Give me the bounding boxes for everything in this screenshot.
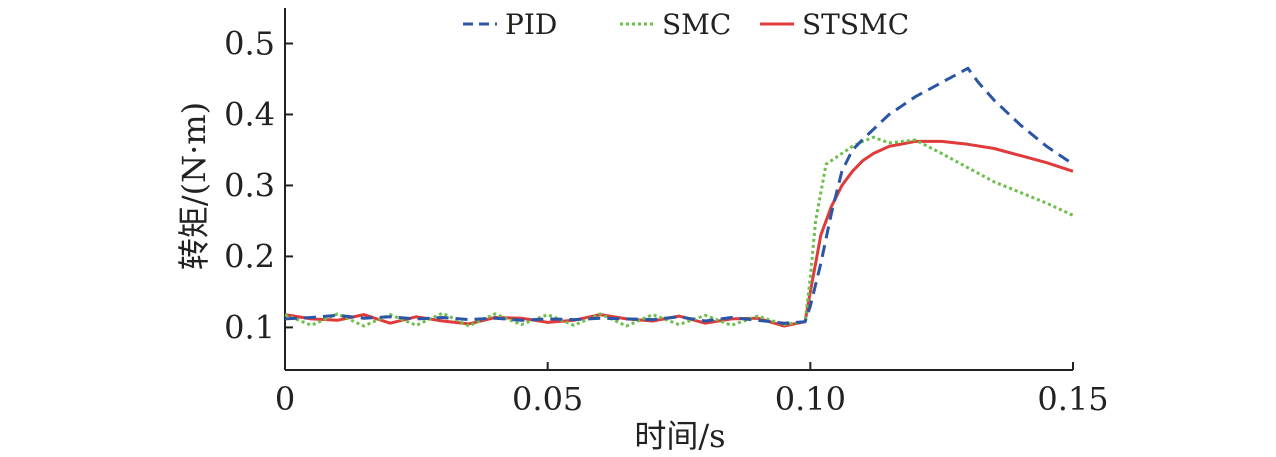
legend-label-pid: PID: [505, 8, 557, 41]
x-tick-label: 0.10: [775, 380, 846, 418]
y-axis-label: 转矩/(N·m): [175, 102, 213, 270]
x-tick-label: 0: [275, 380, 295, 418]
legend: PID SMC STSMC: [463, 8, 909, 41]
plot-area: [284, 66, 1074, 328]
legend-label-smc: SMC: [662, 8, 731, 41]
y-tick-label: 0.2: [224, 237, 275, 275]
x-axis-label: 时间/s: [634, 417, 725, 455]
y-tick-label: 0.1: [224, 308, 275, 346]
series-line-stsmc: [284, 139, 1074, 328]
y-tick-label: 0.3: [224, 166, 275, 204]
x-tick-label: 0.05: [512, 380, 583, 418]
axes: 0 0.05 0.10 0.15 0.1 0.2 0.3 0.4 0.5: [224, 8, 1109, 418]
y-tick-label: 0.4: [224, 95, 275, 133]
series-line-pid: [284, 66, 1074, 325]
legend-label-stsmc: STSMC: [802, 8, 909, 41]
y-tick-label: 0.5: [224, 24, 275, 62]
series-line-smc: [284, 135, 1074, 328]
x-tick-label: 0.15: [1037, 380, 1108, 418]
